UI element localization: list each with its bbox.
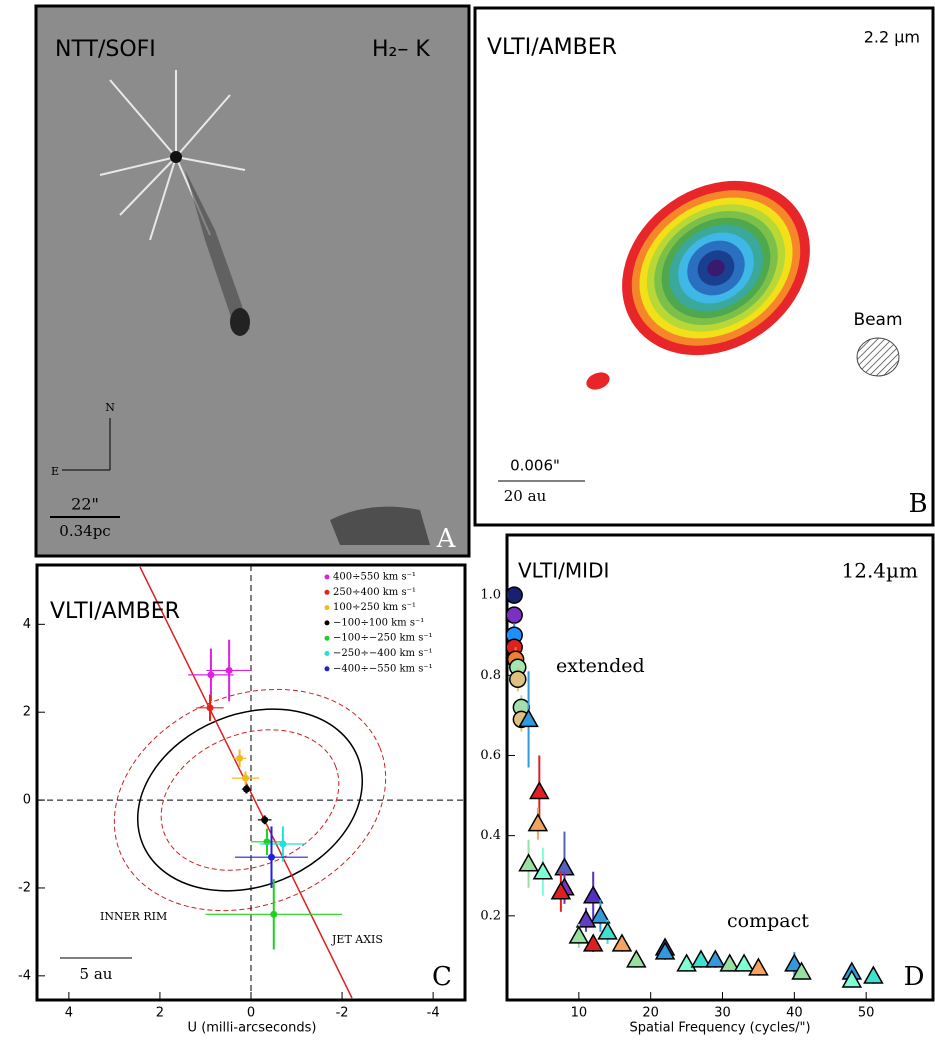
- y-tick-label: 2: [23, 705, 31, 720]
- point: [243, 786, 250, 793]
- figure: NTT/SOFI H₂– K N E 22" 0.34pc A VLTI/AMB…: [0, 0, 935, 1043]
- legend-label: −250÷−400 km s⁻¹: [333, 648, 433, 659]
- point: [678, 955, 696, 971]
- y-tick-label: -4: [18, 968, 31, 983]
- y-tick-label: -2: [18, 880, 31, 895]
- wavelength-label: 2.2 µm: [864, 28, 920, 47]
- legend-marker: [325, 651, 330, 656]
- scale-label: 5 au: [80, 965, 113, 983]
- annotation: JET AXIS: [331, 933, 383, 946]
- legend-marker: [325, 666, 330, 671]
- x-tick-label: 30: [714, 1006, 731, 1021]
- point: [529, 815, 547, 831]
- compass-label: N: [105, 401, 115, 414]
- point: [207, 704, 214, 711]
- y-tick-label: 4: [23, 617, 31, 632]
- knot: [230, 308, 250, 336]
- scale-label: 22": [71, 495, 99, 514]
- x-tick-label: 0: [247, 1006, 255, 1021]
- point: [627, 951, 645, 967]
- y-tick-label: 0: [23, 793, 31, 808]
- panel-label: NTT/SOFI: [55, 37, 156, 62]
- star: [170, 151, 182, 163]
- scale-label: 0.34pc: [59, 522, 110, 540]
- point: [506, 607, 522, 623]
- point: [735, 955, 753, 971]
- panel-letter: C: [432, 962, 452, 992]
- point: [261, 816, 268, 823]
- x-tick-label: 50: [858, 1006, 875, 1021]
- point: [749, 959, 767, 975]
- annotation: INNER RIM: [100, 910, 167, 923]
- x-tick-label: 2: [156, 1006, 164, 1021]
- point: [242, 775, 249, 782]
- point: [236, 755, 243, 762]
- point: [207, 671, 214, 678]
- x-axis-label: U (milli-arcseconds): [188, 1021, 317, 1036]
- annotation: compact: [727, 910, 809, 932]
- point: [520, 855, 538, 871]
- point: [706, 951, 724, 967]
- filter-label: H₂– K: [372, 37, 430, 62]
- legend-label: −400÷−550 km s⁻¹: [333, 663, 433, 674]
- legend-marker: [325, 605, 330, 610]
- y-tick-label: 0.2: [480, 908, 501, 923]
- point: [226, 667, 233, 674]
- point: [864, 967, 882, 983]
- x-tick-label: -2: [336, 1006, 349, 1021]
- point: [530, 783, 548, 799]
- beam: [857, 338, 899, 376]
- y-tick-label: 0.8: [480, 668, 501, 683]
- panel-letter: D: [904, 962, 925, 992]
- legend-marker: [325, 620, 330, 625]
- chart-title: VLTI/AMBER: [50, 599, 180, 624]
- x-tick-label: 20: [642, 1006, 659, 1021]
- legend-marker: [325, 590, 330, 595]
- legend-label: −100÷100 km s⁻¹: [333, 617, 424, 628]
- panel-b: VLTI/AMBER 2.2 µm Beam 0.006" 20 au B: [475, 8, 933, 525]
- y-tick-label: 0.6: [480, 748, 501, 763]
- y-tick-label: 1.0: [480, 588, 501, 603]
- x-tick-label: 10: [571, 1006, 588, 1021]
- scale-label: 0.006": [510, 457, 560, 475]
- point: [270, 911, 277, 918]
- legend-label: 100÷250 km s⁻¹: [333, 602, 416, 613]
- x-tick-label: 40: [786, 1006, 803, 1021]
- annotation: extended: [556, 655, 645, 677]
- legend-label: 250÷400 km s⁻¹: [333, 587, 416, 598]
- point: [279, 841, 286, 848]
- legend-label: 400÷550 km s⁻¹: [333, 572, 416, 583]
- x-tick-label: 4: [65, 1006, 73, 1021]
- wavelength-label: 12.4µm: [842, 559, 919, 583]
- scale-label: 20 au: [504, 487, 547, 505]
- point: [510, 671, 526, 687]
- point: [268, 854, 275, 861]
- x-axis-label: Spatial Frequency (cycles/"): [629, 1021, 810, 1036]
- plot-frame: [507, 535, 933, 1000]
- point: [506, 587, 522, 603]
- beam-label: Beam: [853, 310, 902, 330]
- compass-label: E: [51, 465, 59, 478]
- image-frame: [36, 6, 469, 556]
- panel-letter: B: [908, 489, 927, 519]
- legend-marker: [325, 636, 330, 641]
- chart-title: VLTI/MIDI: [518, 559, 609, 583]
- legend-label: −100÷−250 km s⁻¹: [333, 633, 433, 644]
- y-tick-label: 0.4: [480, 828, 501, 843]
- panel-letter: A: [436, 524, 457, 554]
- panel-label: VLTI/AMBER: [487, 35, 617, 60]
- x-tick-label: -4: [427, 1006, 440, 1021]
- panel-a: NTT/SOFI H₂– K N E 22" 0.34pc A: [36, 6, 469, 556]
- legend-marker: [325, 575, 330, 580]
